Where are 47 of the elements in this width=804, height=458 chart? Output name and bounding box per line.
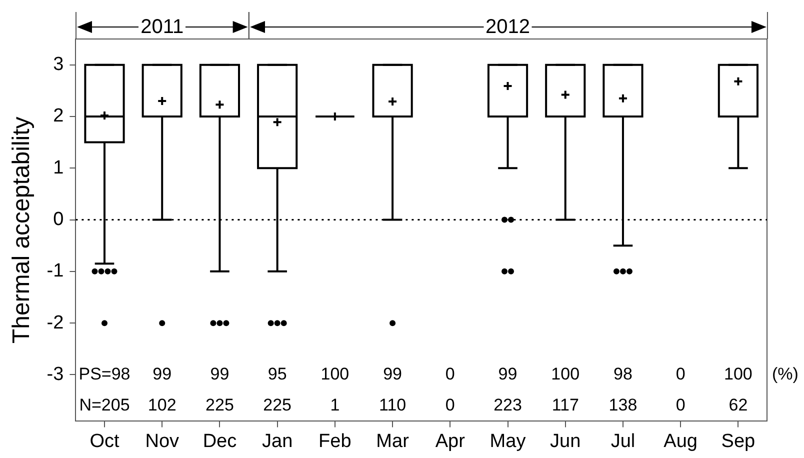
annotation: 223 — [494, 395, 522, 414]
y-tick-label: 2 — [53, 106, 64, 127]
annotation: 100 — [551, 364, 580, 384]
y-tick-label: -3 — [46, 364, 64, 385]
annotation: PS=98 — [78, 364, 130, 384]
x-tick-label: Jun — [550, 430, 581, 452]
annotation: 117 — [552, 395, 579, 414]
x-tick-label: Mar — [376, 430, 410, 452]
y-axis-title: Thermal acceptability — [8, 116, 36, 344]
annotation: 1 — [330, 395, 340, 414]
annotation: 225 — [206, 395, 234, 414]
y-tick-label: 0 — [53, 209, 64, 230]
x-tick-label: Aug — [664, 430, 698, 452]
annotation: 99 — [498, 364, 518, 384]
x-tick-label: May — [490, 430, 526, 452]
y-tick-label: -2 — [46, 312, 64, 334]
y-tick-label: -1 — [46, 260, 64, 282]
annotation: 95 — [268, 364, 287, 384]
annotation: 0 — [445, 395, 455, 414]
annotation: 110 — [378, 395, 406, 414]
annotation: 225 — [263, 395, 292, 414]
annotation: 102 — [148, 395, 176, 414]
y-tick-label: 1 — [53, 157, 64, 178]
annotation: 99 — [210, 364, 230, 384]
annotation: 0 — [676, 395, 686, 414]
annotation: 138 — [608, 395, 638, 414]
annotation: 0 — [676, 364, 686, 384]
x-tick-label: Feb — [318, 430, 352, 452]
annotation: 100 — [724, 364, 752, 384]
y-tick-label: 3 — [53, 54, 64, 76]
annotation: 100 — [320, 364, 350, 384]
annotation: 99 — [152, 364, 172, 384]
x-tick-label: Apr — [435, 430, 466, 452]
text: 2012 — [484, 16, 532, 38]
x-tick-label: Nov — [145, 430, 180, 452]
annotation: 98 — [614, 364, 632, 384]
x-tick-label: Jul — [610, 430, 636, 452]
x-tick-label: Dec — [202, 430, 237, 452]
annotation: 0 — [445, 364, 455, 384]
annotation: 62 — [728, 395, 748, 414]
x-tick-label: Sep — [721, 430, 756, 452]
annotation: 99 — [383, 364, 402, 384]
annotation: N=205 — [79, 395, 130, 414]
x-tick-label: Oct — [90, 430, 120, 452]
text: 2011 — [138, 16, 186, 38]
text: (%) — [772, 364, 798, 384]
x-tick-label: Jan — [262, 430, 293, 452]
